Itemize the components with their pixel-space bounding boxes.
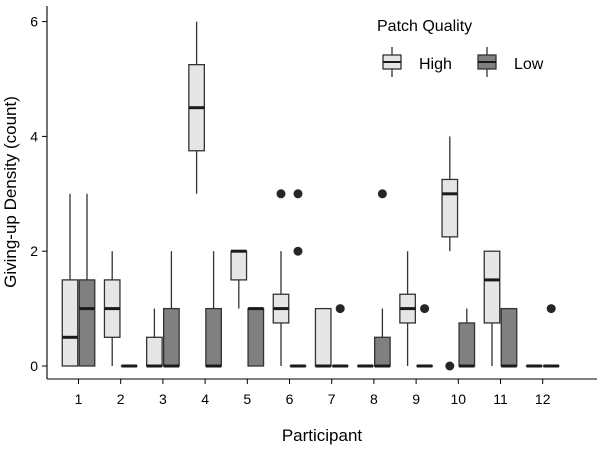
x-tick-label: 10 [451,391,467,407]
box-rect [458,322,476,367]
x-axis-title: Participant [282,426,363,445]
box-rect [61,279,79,367]
box-rect [145,336,163,367]
outlier-point [293,246,303,256]
box-high-2 [103,251,121,366]
legend-title: Patch Quality [377,18,472,35]
x-tick-label: 11 [493,391,508,407]
box-high-1 [61,193,79,367]
legend-label-high: High [419,56,452,73]
y-tick-label: 0 [30,358,38,374]
x-axis: 1 2 3 4 5 6 7 8 9 10 11 12 [47,378,597,407]
x-tick-label: 6 [286,391,294,407]
x-tick-label: 3 [159,391,167,407]
box-high-3 [145,308,163,368]
x-tick-label: 7 [328,391,336,407]
x-tick-label: 8 [370,391,378,407]
x-tick-label: 12 [535,391,551,407]
outlier-point [276,189,286,199]
legend: Patch Quality High Low [377,18,544,77]
box-low-10 [458,308,476,368]
y-axis: 0 2 4 6 [30,6,48,379]
box-rect [247,307,265,367]
box-low-7 [331,304,349,368]
outlier-point [445,361,455,371]
box-high-11 [483,250,501,366]
box-low-4 [205,251,223,368]
y-tick-label: 4 [30,128,38,144]
y-axis-title: Giving-up Density (count) [1,96,20,288]
box-rect [314,307,332,367]
x-tick-label: 4 [201,391,209,407]
outlier-point [546,304,556,314]
box-high-10 [441,136,459,371]
box-rect [483,250,501,324]
box-rect [500,307,518,367]
box-high-4 [188,21,206,194]
outlier-point [335,304,345,314]
outlier-point [420,304,430,314]
box-high-9 [399,251,417,366]
plot-area [61,21,560,371]
y-tick-label: 6 [30,14,38,30]
x-tick-label: 5 [243,391,251,407]
outlier-point [377,189,387,199]
x-tick-label: 9 [412,391,420,407]
box-rect [205,307,223,367]
box-low-1 [78,193,96,367]
x-tick-label: 1 [75,391,83,407]
box-low-8 [373,189,391,368]
box-rect [441,178,459,238]
box-low-5 [247,307,265,367]
box-rect [230,250,248,281]
box-rect [78,279,96,367]
box-rect [162,307,180,367]
box-low-12 [542,304,560,368]
box-rect [373,336,391,367]
box-low-3 [162,251,180,368]
box-low-9 [416,304,434,368]
legend-entry-high [382,47,402,77]
x-tick-label: 2 [117,391,125,407]
outlier-point [293,189,303,199]
box-high-6 [272,189,290,366]
box-low-6 [289,189,307,368]
legend-entry-low [477,47,497,77]
legend-label-low: Low [514,56,544,73]
box-high-5 [230,249,248,309]
box-high-7 [314,307,332,368]
box-low-11 [500,307,518,368]
y-tick-label: 2 [30,243,38,259]
